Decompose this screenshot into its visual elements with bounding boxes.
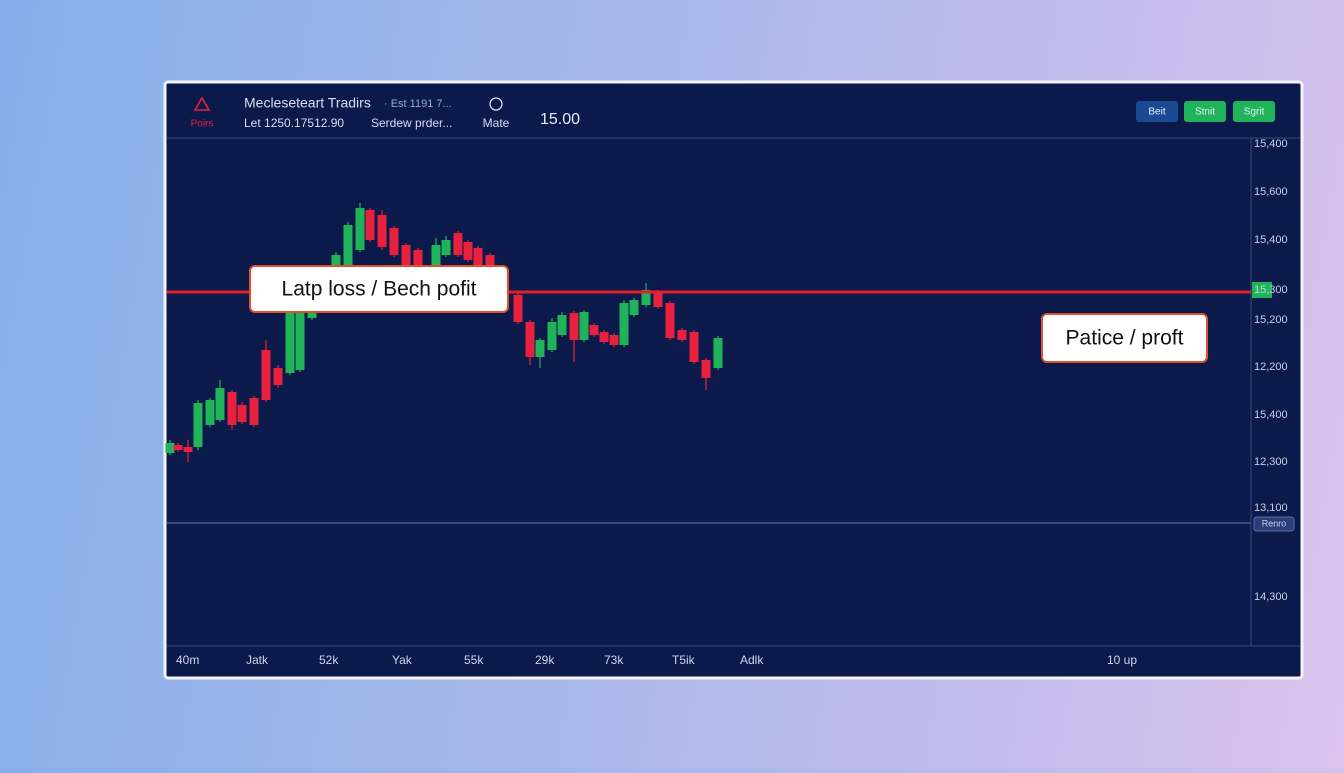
candle-body [227,392,237,425]
price-label: 15,400 [1254,234,1288,246]
candle-body [589,325,599,335]
button[interactable] [1136,101,1178,122]
alert-label: Poirs [191,119,214,130]
candle-body [389,228,399,255]
price-label: Renro [1262,518,1287,528]
time-label: 29k [535,653,555,667]
candle-body [579,312,589,340]
time-label: 40m [176,653,199,667]
candle-body [249,398,259,425]
candle-body [237,405,247,422]
candle-body [701,360,711,378]
candle-body [713,338,723,368]
title-note: · Est 1191 7... [384,98,452,110]
candle-body [535,340,545,357]
candle-body [173,445,183,450]
panel [163,80,1304,680]
candle-body [569,313,579,340]
candle-body [413,250,423,275]
candle-body [355,208,365,250]
annotation: Patice / proft [1066,327,1184,350]
candle-body [525,322,535,357]
price-label: 15,400 [1254,138,1288,150]
candle-body [165,443,175,453]
time-label: Adlk [740,653,764,667]
candle-body [513,295,523,322]
button-label[interactable]: Beit [1148,107,1165,118]
candle-body [193,403,203,447]
candle-body [295,300,305,370]
price-label: 15,300 [1254,284,1288,296]
button-label[interactable]: Stnit [1195,107,1215,118]
price-label: 12,200 [1254,361,1288,373]
candle-body [547,322,557,350]
button-label[interactable]: Sgrit [1244,107,1265,118]
time-label: T5ik [672,653,696,667]
price-label: 15,600 [1254,186,1288,198]
candle-body [619,303,629,345]
candle-body [641,290,651,305]
alert-icon [193,96,211,111]
price-label: 13,100 [1254,502,1288,514]
time-label: Yak [392,653,413,667]
candle-body [401,245,411,270]
candle-body [689,332,699,362]
candle-body [453,233,463,255]
candle-body [377,215,387,247]
candle-body [261,350,271,400]
annotation: Latp loss / Bech pofit [282,278,477,301]
time-label: 52k [319,653,339,667]
candle-body [365,210,375,240]
time-label: Jatk [246,653,269,667]
time-label: 73k [604,653,624,667]
annotation-box [249,265,509,313]
price: 15.00 [540,111,580,128]
button[interactable] [1184,101,1226,122]
clock-icon [489,97,503,111]
candle-body [599,332,609,342]
header-line: Serdew prder... [371,116,452,130]
time-label: 55k [464,653,484,667]
candle-body [473,248,483,265]
candle-body [285,313,295,373]
candle-body [677,330,687,340]
candle-body [653,292,663,307]
annotation-box [1041,313,1208,363]
price-label: 15,400 [1254,409,1288,421]
candle-body [629,300,639,315]
price-label: 15,200 [1254,314,1288,326]
candle-body [431,245,441,270]
price-badge [1253,516,1295,532]
mode: Mate [483,116,510,130]
time-label: 10 up [1107,653,1137,667]
title: Mecleseteart Tradirs [244,95,371,111]
candle-body [665,303,675,338]
candle-body [463,242,473,260]
price-badge [1252,282,1272,298]
header-line: Let 1250.17512.90 [244,116,344,130]
candle-body [609,335,619,345]
candle-body [215,388,225,420]
candle-body [343,225,353,268]
candle-body [205,400,215,425]
price-label: 12,300 [1254,456,1288,468]
candle-body [273,368,283,385]
price-label: 14,300 [1254,591,1288,603]
candle-body [441,240,451,255]
candle-body [557,315,567,335]
button[interactable] [1233,101,1275,122]
candle-body [183,447,193,452]
